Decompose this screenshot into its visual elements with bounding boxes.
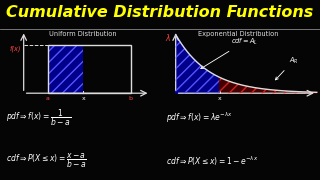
Text: $cdf = A_L$: $cdf = A_L$ <box>201 37 258 69</box>
Text: Cumulative Distribution Functions: Cumulative Distribution Functions <box>6 5 314 20</box>
Text: b: b <box>129 96 133 101</box>
Text: a: a <box>46 96 50 101</box>
Text: Uniform Distribution: Uniform Distribution <box>49 31 116 37</box>
Text: $cdf \Rightarrow P(X \leq x) = 1 - e^{-\lambda x}$: $cdf \Rightarrow P(X \leq x) = 1 - e^{-\… <box>166 154 259 168</box>
Text: $pdf \Rightarrow f(x) = \dfrac{1}{b-a}$: $pdf \Rightarrow f(x) = \dfrac{1}{b-a}$ <box>6 108 71 128</box>
Text: f(x): f(x) <box>10 46 21 53</box>
Polygon shape <box>220 77 317 93</box>
Text: Exponential Distribution: Exponential Distribution <box>198 31 279 37</box>
Text: $A_R$: $A_R$ <box>276 56 298 80</box>
Text: $\lambda$: $\lambda$ <box>165 32 171 43</box>
Text: $pdf \Rightarrow f(x) = \lambda e^{-\lambda x}$: $pdf \Rightarrow f(x) = \lambda e^{-\lam… <box>166 111 233 125</box>
Text: $cdf \Rightarrow P(X \leq x) = \dfrac{x-a}{b-a}$: $cdf \Rightarrow P(X \leq x) = \dfrac{x-… <box>6 152 87 170</box>
Text: x: x <box>218 96 221 101</box>
Text: x: x <box>82 96 85 101</box>
Polygon shape <box>176 35 220 93</box>
